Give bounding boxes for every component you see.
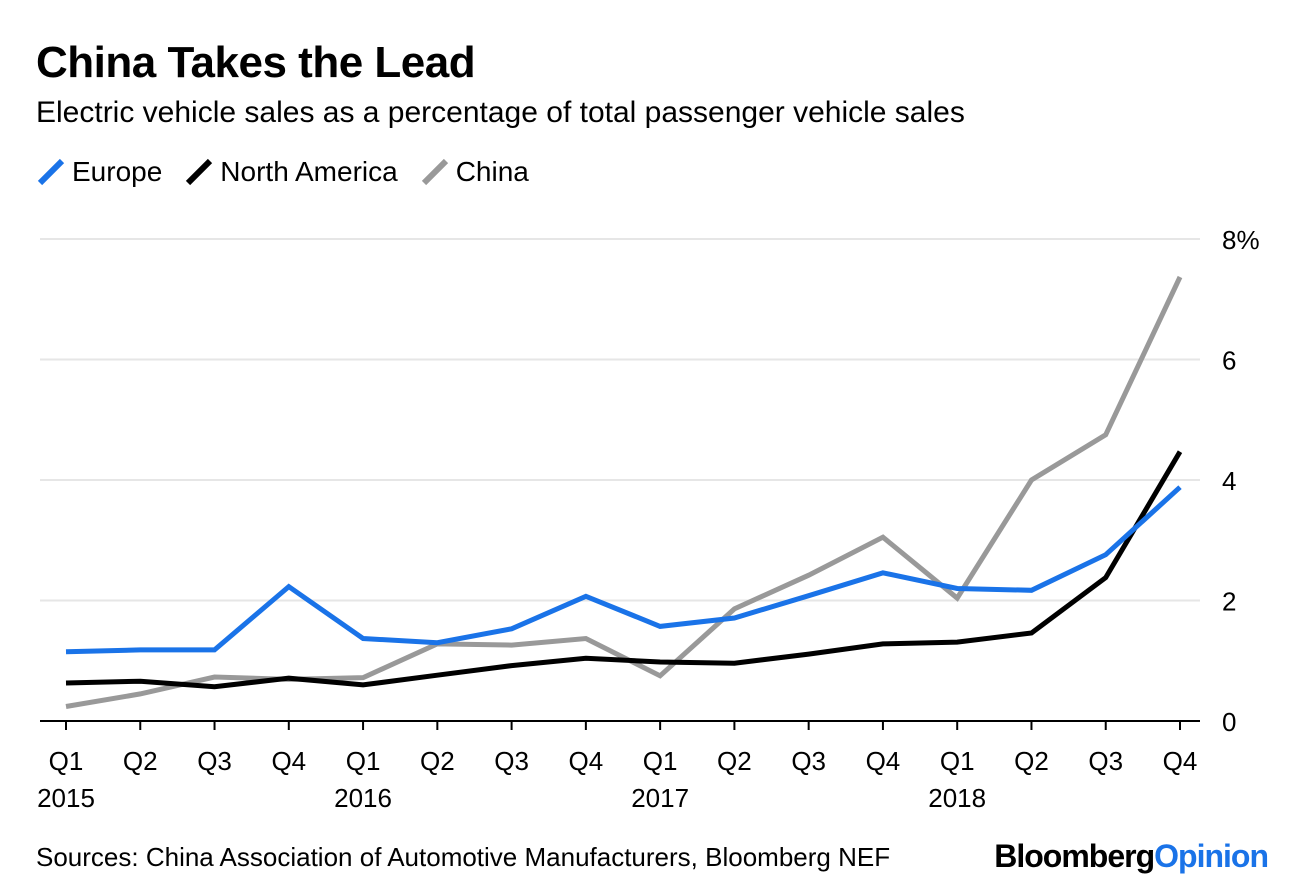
- x-tick-label-0: Q1: [49, 746, 84, 776]
- x-tick-label-12: Q1: [940, 746, 975, 776]
- x-year-label-2017: 2017: [631, 783, 689, 813]
- brand-logo-opinion: Opinion: [1154, 838, 1269, 874]
- y-tick-label-2: 2: [1222, 587, 1236, 617]
- legend-swatch-north-america: [186, 158, 213, 186]
- legend-label-china: China: [455, 156, 529, 187]
- legend-swatch-europe: [37, 158, 65, 186]
- x-year-label-2018: 2018: [928, 783, 986, 813]
- x-tick-label-7: Q4: [569, 746, 604, 776]
- x-tick-label-3: Q4: [271, 746, 306, 776]
- series-line-europe: [65, 485, 1182, 655]
- y-tick-label-0: 0: [1222, 707, 1236, 737]
- x-tick-label-1: Q2: [123, 746, 158, 776]
- brand-logo: Bloomberg Opinion: [994, 838, 1269, 875]
- legend: Europe North America China: [36, 156, 551, 188]
- chart-title: China Takes the Lead: [36, 38, 476, 87]
- x-tick-label-2: Q3: [197, 746, 232, 776]
- source-note: Sources: China Association of Automotive…: [36, 842, 891, 872]
- legend-label-north-america: North America: [220, 156, 398, 187]
- brand-logo-bloomberg: Bloomberg: [994, 838, 1155, 874]
- y-tick-label-6: 6: [1222, 346, 1236, 376]
- series-line-north-america: [65, 450, 1183, 690]
- x-tick-label-6: Q3: [494, 746, 529, 776]
- x-tick-label-8: Q1: [643, 746, 678, 776]
- x-tick-label-9: Q2: [717, 746, 752, 776]
- x-tick-label-4: Q1: [346, 746, 381, 776]
- legend-label-europe: Europe: [72, 156, 163, 187]
- x-tick-label-13: Q2: [1014, 746, 1049, 776]
- legend-item-china: China: [420, 156, 529, 188]
- x-tick-label-15: Q4: [1163, 746, 1198, 776]
- chart-subtitle: Electric vehicle sales as a percentage o…: [36, 96, 965, 129]
- legend-item-europe: Europe: [36, 156, 162, 188]
- x-tick-label-5: Q2: [420, 746, 455, 776]
- x-tick-label-14: Q3: [1088, 746, 1123, 776]
- y-tick-label-8: 8%: [1222, 225, 1260, 255]
- x-tick-label-10: Q3: [791, 746, 826, 776]
- x-tick-label-11: Q4: [866, 746, 901, 776]
- legend-swatch-china: [421, 158, 448, 186]
- legend-item-north-america: North America: [184, 156, 398, 188]
- x-year-label-2015: 2015: [37, 783, 95, 813]
- series-line-china: [65, 275, 1183, 709]
- y-tick-label-4: 4: [1222, 466, 1236, 496]
- x-year-label-2016: 2016: [334, 783, 392, 813]
